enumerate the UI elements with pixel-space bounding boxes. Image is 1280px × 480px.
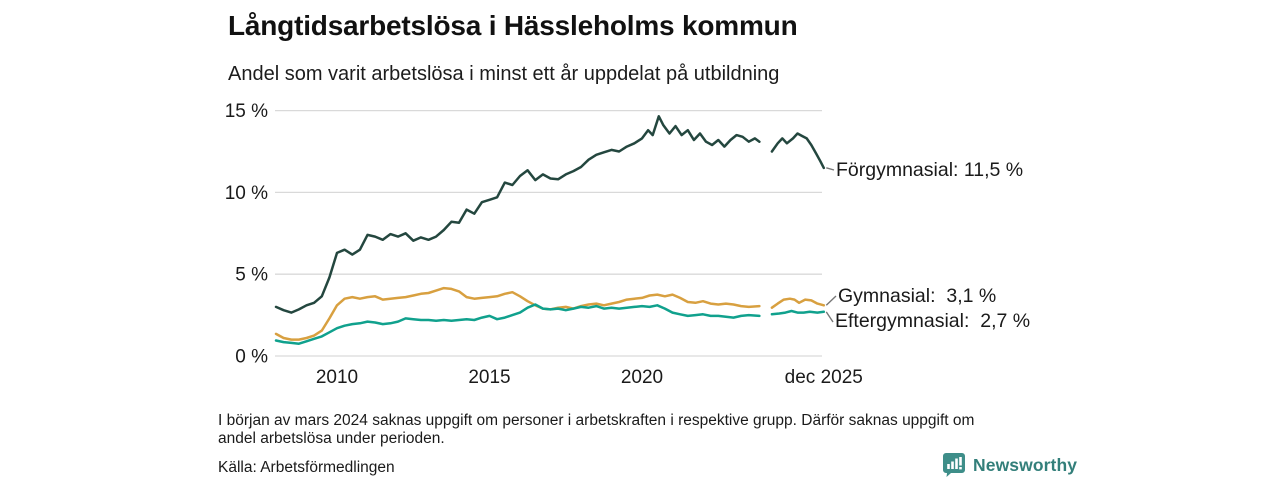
footnote-line-1: I början av mars 2024 saknas uppgift om … [218, 412, 975, 429]
label-connector [825, 295, 837, 306]
series-line-eftergymnasial [274, 303, 761, 345]
page-title: Långtidsarbetslösa i Hässleholms kommun [228, 10, 798, 41]
label-connector [826, 167, 835, 171]
y-tick-label: 15 % [225, 101, 268, 122]
newsworthy-logo: Newsworthy [942, 452, 1077, 478]
series-line-gymnasial [770, 297, 826, 309]
footnote: I början av mars 2024 saknas uppgift om … [218, 412, 974, 447]
y-tick-label: 10 % [225, 183, 268, 204]
series-end-label-forgymnasial: Förgymnasial: 11,5 % [836, 159, 1024, 181]
bar-chart-bubble-icon [942, 452, 966, 478]
newsworthy-wordmark: Newsworthy [973, 454, 1078, 475]
footnote-line-2: andel arbetslösa under perioden. [218, 429, 445, 447]
y-tick-label: 5 % [235, 265, 268, 286]
series-line-förgymnasial [770, 132, 826, 170]
x-tick-label: 2015 [468, 367, 510, 388]
x-tick-label: 2020 [621, 367, 663, 388]
series-line-förgymnasial [274, 115, 761, 314]
series-line-gymnasial [274, 286, 761, 341]
series-end-label-gymnasial: Gymnasial: 3,1 % [838, 285, 997, 307]
label-connector [825, 311, 834, 323]
series-end-label-eftergymnasial: Eftergymnasial: 2,7 % [835, 310, 1031, 332]
x-tick-label: dec 2025 [785, 367, 863, 388]
chart-subtitle: Andel som varit arbetslösa i minst ett å… [228, 63, 780, 85]
x-tick-label: 2010 [316, 367, 358, 388]
series-line-eftergymnasial [770, 309, 826, 316]
source-attribution: Källa: Arbetsförmedlingen [218, 459, 395, 476]
y-tick-label: 0 % [235, 347, 268, 368]
